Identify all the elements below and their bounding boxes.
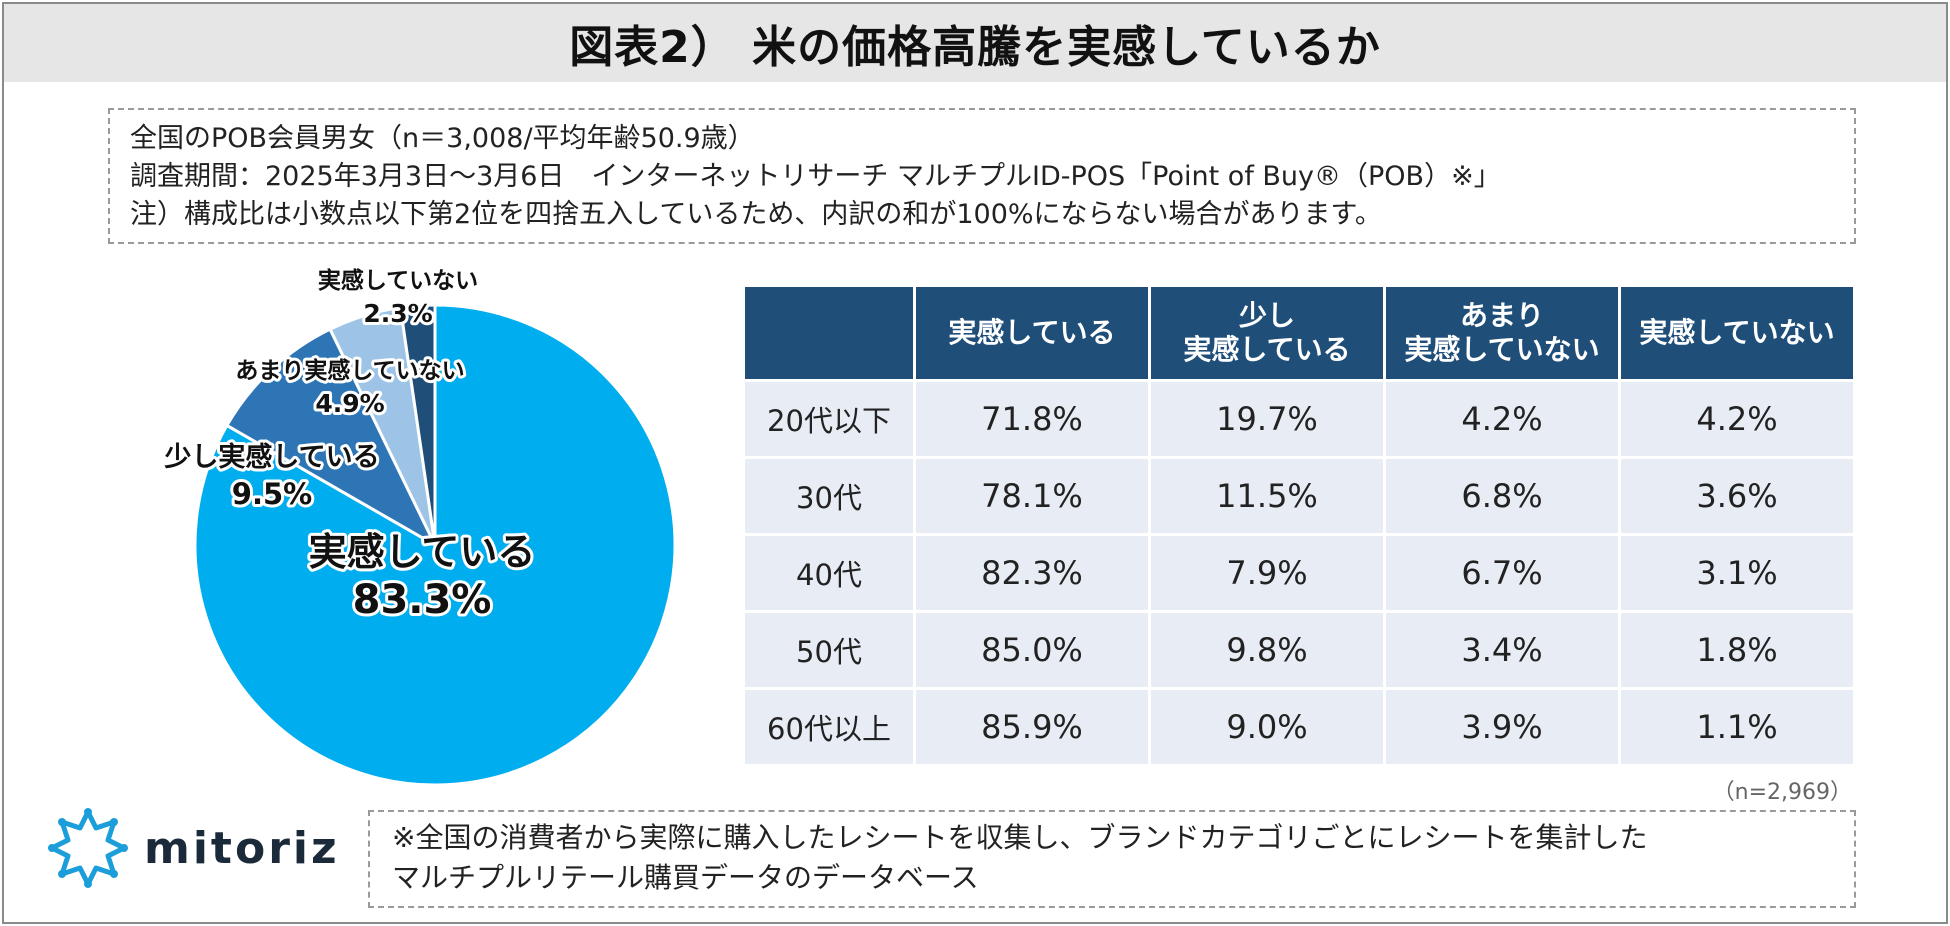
table-cell: 71.8% xyxy=(916,382,1148,456)
header-text: 実感している xyxy=(948,316,1116,349)
table-header-row: 実感している 少し 実感している あまり 実感していない 実感していない xyxy=(745,287,1853,379)
pie-slice-label: 少し実感している xyxy=(164,441,379,473)
sample-size-note: （n=2,969） xyxy=(1712,780,1852,805)
table-cell: 85.9% xyxy=(916,690,1148,764)
pie-slice-value: 2.3% xyxy=(363,299,432,328)
header-text: 実感していない xyxy=(1639,316,1835,349)
pie-slice-label: 実感している xyxy=(309,530,536,574)
footer-line: マルチプルリテール購買データのデータベース xyxy=(392,861,979,894)
pie-slice xyxy=(224,327,439,549)
table-cell: 4.2% xyxy=(1621,382,1853,456)
mitoriz-logo-icon xyxy=(48,808,128,888)
mitoriz-logo: mitoriz xyxy=(46,806,340,890)
table-cell: 1.8% xyxy=(1621,613,1853,687)
note-line: 注）構成比は小数点以下第2位を四捨五入しているため、内訳の和が100%にならない… xyxy=(130,199,1382,230)
note-line: 調査期間：2025年3月3日～3月6日 インターネットリサーチ マルチプルID-… xyxy=(130,161,1501,192)
survey-notes: 全国のPOB会員男女（n＝3,008/平均年齢50.9歳） 調査期間：2025年… xyxy=(108,108,1856,244)
pie-slice-value: 4.9% xyxy=(315,389,384,418)
logo-text: mitoriz xyxy=(144,822,340,874)
footer-note: ※全国の消費者から実際に購入したレシートを収集し、ブランドカテゴリごとにレシート… xyxy=(368,810,1856,908)
row-label: 30代 xyxy=(745,459,913,533)
pie-slice-value: 9.5% xyxy=(232,477,312,511)
table-cell: 9.0% xyxy=(1151,690,1383,764)
figure-title: 図表2） 米の価格高騰を実感しているか xyxy=(569,22,1381,73)
age-breakdown-table: 実感している 少し 実感している あまり 実感していない 実感していない 20代… xyxy=(742,284,1856,767)
table-header-corner xyxy=(745,287,913,379)
table-cell: 78.1% xyxy=(916,459,1148,533)
table-cell: 11.5% xyxy=(1151,459,1383,533)
table-row: 50代 85.0% 9.8% 3.4% 1.8% xyxy=(745,613,1853,687)
pie-slice-label: あまり実感していない xyxy=(235,357,464,384)
header-text: あまり 実感していない xyxy=(1404,299,1600,366)
pie-slice-value: 83.3% xyxy=(353,577,492,623)
table-cell: 3.6% xyxy=(1621,459,1853,533)
header-text: 少し 実感している xyxy=(1183,299,1351,366)
table-header-cell: あまり 実感していない xyxy=(1386,287,1618,379)
table-header-cell: 実感している xyxy=(916,287,1148,379)
table-header-cell: 少し 実感している xyxy=(1151,287,1383,379)
table-row: 40代 82.3% 7.9% 6.7% 3.1% xyxy=(745,536,1853,610)
table-cell: 3.9% xyxy=(1386,690,1618,764)
table-cell: 6.8% xyxy=(1386,459,1618,533)
pie-slice-label: 実感していない xyxy=(318,267,478,294)
table-row: 30代 78.1% 11.5% 6.8% 3.6% xyxy=(745,459,1853,533)
table-cell: 3.4% xyxy=(1386,613,1618,687)
table-row: 60代以上 85.9% 9.0% 3.9% 1.1% xyxy=(745,690,1853,764)
table-cell: 6.7% xyxy=(1386,536,1618,610)
table-cell: 82.3% xyxy=(916,536,1148,610)
row-label: 40代 xyxy=(745,536,913,610)
table-cell: 3.1% xyxy=(1621,536,1853,610)
table-cell: 85.0% xyxy=(916,613,1148,687)
footer-line: ※全国の消費者から実際に購入したレシートを収集し、ブランドカテゴリごとにレシート… xyxy=(392,821,1648,854)
title-bar: 図表2） 米の価格高騰を実感しているか xyxy=(4,4,1946,82)
pie-slice xyxy=(398,303,437,546)
table-header-cell: 実感していない xyxy=(1621,287,1853,379)
row-label: 60代以上 xyxy=(745,690,913,764)
table-cell: 9.8% xyxy=(1151,613,1383,687)
table-cell: 4.2% xyxy=(1386,382,1618,456)
table-cell: 7.9% xyxy=(1151,536,1383,610)
table-row: 20代以下 71.8% 19.7% 4.2% 4.2% xyxy=(745,382,1853,456)
table-cell: 19.7% xyxy=(1151,382,1383,456)
table-cell: 1.1% xyxy=(1621,690,1853,764)
pie-chart: 実感している 83.3% 少し実感している 9.5% あまり実感していない 4.9% 実感し… xyxy=(150,260,710,800)
note-line: 全国のPOB会員男女（n＝3,008/平均年齢50.9歳） xyxy=(130,123,755,154)
row-label: 50代 xyxy=(745,613,913,687)
row-label: 20代以下 xyxy=(745,382,913,456)
